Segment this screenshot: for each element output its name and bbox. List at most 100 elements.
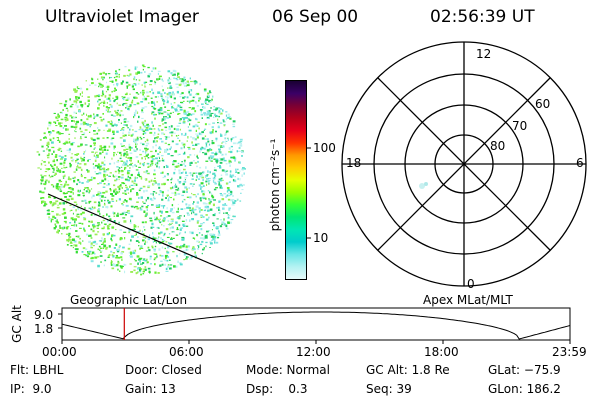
image-pixel — [144, 229, 146, 231]
image-pixel — [179, 93, 182, 95]
image-pixel — [200, 113, 204, 116]
image-pixel — [70, 190, 73, 194]
image-pixel — [124, 212, 126, 214]
image-pixel — [216, 218, 219, 220]
image-pixel — [128, 105, 131, 108]
image-pixel — [133, 76, 136, 79]
image-pixel — [68, 176, 70, 179]
image-pixel — [76, 86, 79, 88]
image-pixel — [98, 171, 102, 175]
image-pixel — [96, 225, 99, 227]
image-pixel — [107, 201, 111, 204]
image-pixel — [120, 154, 122, 157]
image-pixel — [148, 165, 152, 167]
image-pixel — [44, 183, 47, 186]
image-pixel — [46, 213, 48, 215]
image-pixel — [164, 217, 166, 220]
image-pixel — [140, 101, 144, 103]
image-pixel — [206, 113, 210, 116]
image-pixel — [76, 105, 79, 108]
image-pixel — [92, 225, 96, 228]
image-pixel — [103, 238, 106, 240]
image-pixel — [53, 168, 55, 171]
image-pixel — [156, 255, 158, 258]
image-pixel — [170, 220, 173, 223]
image-pixel — [154, 263, 156, 266]
image-pixel — [110, 193, 113, 195]
image-pixel — [213, 158, 217, 160]
image-pixel — [169, 148, 171, 151]
image-pixel — [134, 249, 137, 252]
image-pixel — [98, 82, 101, 85]
image-pixel — [211, 192, 213, 195]
image-pixel — [103, 264, 105, 267]
image-pixel — [116, 214, 119, 217]
image-pixel — [199, 166, 202, 169]
image-pixel — [211, 235, 215, 237]
image-pixel — [129, 176, 132, 179]
image-pixel — [167, 215, 171, 217]
image-pixel — [184, 96, 186, 98]
image-pixel — [108, 145, 111, 148]
image-pixel — [53, 227, 56, 230]
image-pixel — [195, 118, 198, 121]
image-pixel — [199, 167, 201, 169]
image-pixel — [99, 255, 103, 257]
image-pixel — [147, 102, 150, 104]
image-pixel — [112, 133, 115, 135]
image-pixel — [83, 153, 85, 155]
image-pixel — [107, 220, 110, 222]
image-pixel — [179, 78, 182, 80]
image-pixel — [165, 241, 168, 243]
image-pixel — [224, 170, 227, 173]
image-pixel — [113, 154, 115, 157]
image-pixel — [150, 193, 153, 195]
image-pixel — [147, 246, 150, 249]
image-pixel — [126, 74, 129, 77]
image-pixel — [152, 241, 154, 243]
image-pixel — [77, 179, 80, 182]
image-pixel — [165, 256, 167, 260]
image-pixel — [201, 117, 203, 119]
image-pixel — [85, 254, 87, 257]
image-pixel — [149, 255, 152, 258]
image-pixel — [131, 85, 134, 88]
image-pixel — [122, 127, 125, 129]
image-pixel — [238, 141, 241, 144]
image-pixel — [122, 217, 126, 219]
image-pixel — [147, 74, 150, 78]
image-pixel — [173, 127, 176, 130]
image-pixel — [107, 256, 110, 258]
image-pixel — [191, 113, 195, 115]
image-pixel — [77, 153, 80, 155]
image-pixel — [110, 120, 113, 123]
image-pixel — [122, 154, 125, 157]
image-pixel — [123, 121, 127, 123]
image-pixel — [200, 216, 202, 218]
image-pixel — [185, 256, 187, 259]
image-pixel — [213, 224, 215, 227]
image-pixel — [88, 225, 90, 227]
image-pixel — [80, 158, 84, 160]
image-pixel — [57, 131, 60, 134]
image-pixel — [147, 166, 150, 168]
image-pixel — [209, 241, 212, 243]
image-pixel — [93, 143, 96, 146]
image-pixel — [97, 95, 100, 98]
image-pixel — [222, 153, 224, 156]
image-pixel — [137, 271, 139, 274]
image-pixel — [167, 255, 170, 258]
image-pixel — [202, 152, 205, 154]
image-pixel — [191, 178, 194, 180]
image-pixel — [183, 198, 185, 201]
image-pixel — [85, 80, 87, 82]
image-pixel — [128, 243, 131, 245]
image-pixel — [171, 91, 174, 94]
image-pixel — [118, 198, 121, 201]
image-pixel — [157, 153, 160, 155]
image-pixel — [113, 188, 115, 191]
image-pixel — [86, 88, 89, 91]
image-pixel — [115, 124, 118, 127]
altitude-axis-title: GC Alt — [10, 305, 24, 343]
image-pixel — [66, 128, 69, 131]
